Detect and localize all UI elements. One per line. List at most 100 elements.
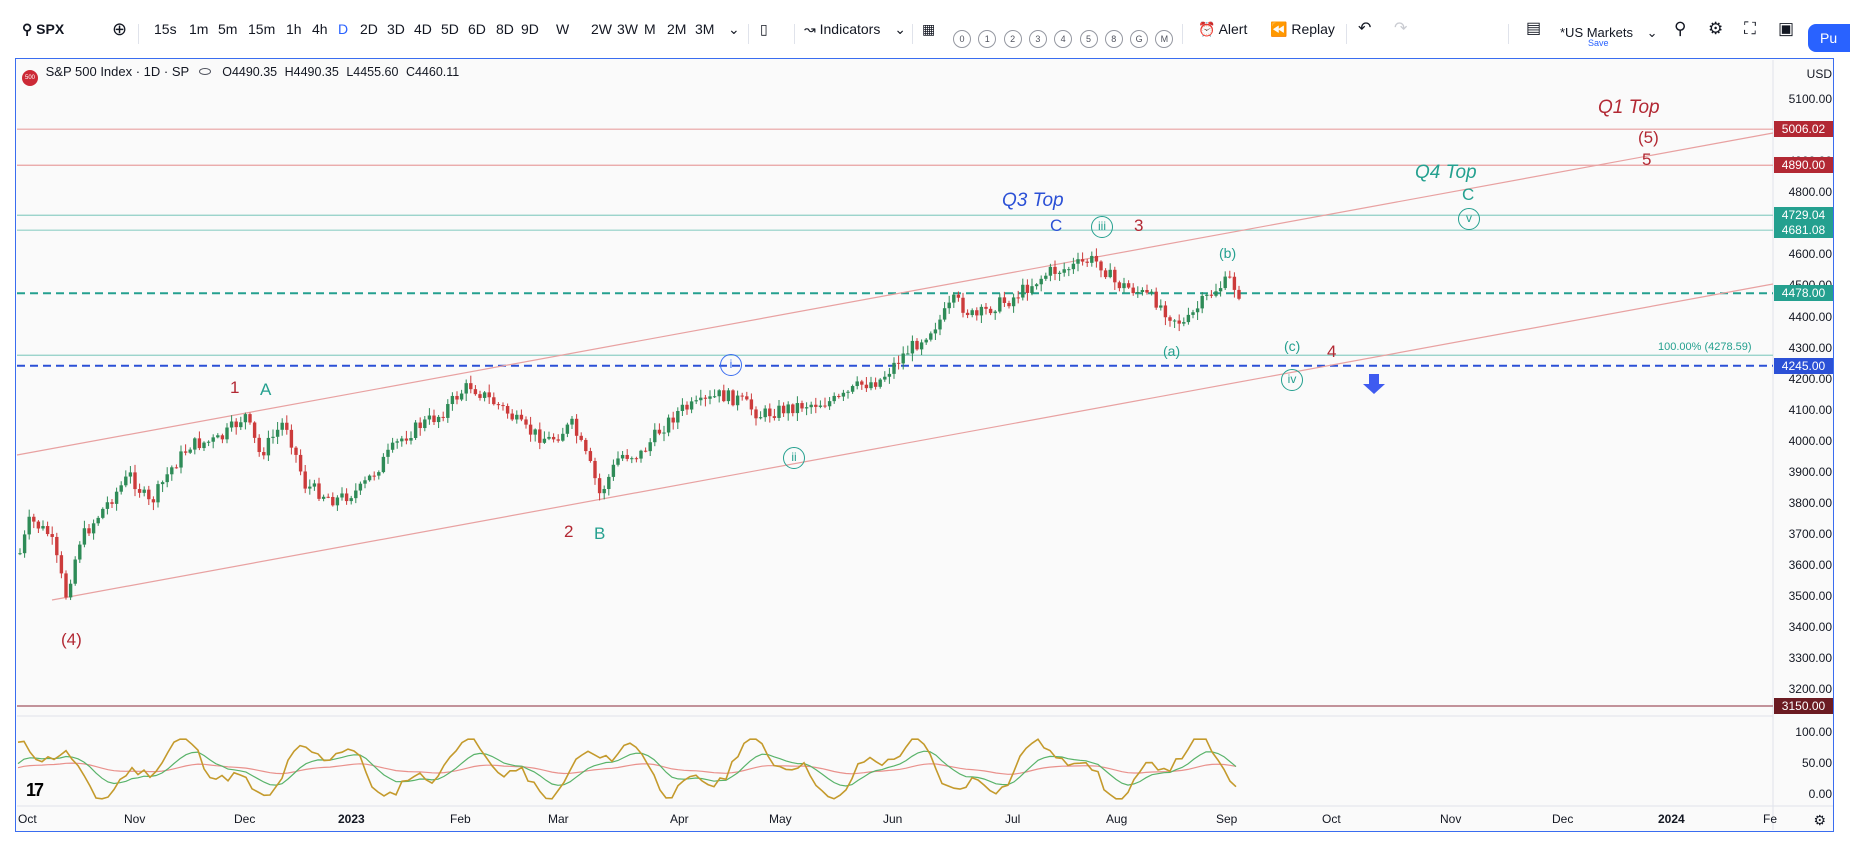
wave-A: A [260, 380, 272, 399]
zoom-search-icon[interactable]: ⚲ [1674, 19, 1687, 38]
fullscreen-icon[interactable]: ⛶ [1744, 19, 1756, 38]
candle-body [1011, 297, 1016, 307]
interval-1m[interactable]: 1m [189, 21, 209, 37]
compare-add-icon[interactable]: ⊕ [112, 19, 128, 39]
candle-body [450, 395, 455, 405]
interval-3w[interactable]: 3W [617, 21, 638, 37]
candle-body [234, 421, 238, 428]
eye-icon[interactable] [198, 68, 211, 75]
candle-body [501, 405, 505, 407]
layout-slot-4[interactable]: 4 [1054, 30, 1073, 48]
interval-3d[interactable]: 3D [387, 21, 405, 37]
candle-body [1016, 297, 1020, 299]
layout-slot-3[interactable]: 3 [1028, 30, 1047, 48]
axis-settings-gear-icon[interactable]: ⚙ [1813, 812, 1826, 828]
interval-w[interactable]: W [556, 21, 570, 37]
candle-body [101, 508, 105, 518]
symbol-search-button[interactable]: ⚲ SPX [22, 21, 65, 37]
currency-label[interactable]: USD [1806, 67, 1832, 81]
candle-body [73, 559, 77, 584]
gear-icon[interactable]: ⚙ [1708, 19, 1724, 38]
wave-iii: iii [1091, 216, 1113, 238]
layout-slot-1[interactable]: 1 [978, 30, 997, 48]
candle-body [298, 454, 303, 472]
time-axis-label: Fe [1763, 812, 1778, 826]
candle-body [846, 391, 850, 393]
indicators-button[interactable]: ↝ Indicators ⌄ [804, 21, 906, 37]
candle-body [321, 496, 326, 499]
market-selector[interactable]: *US Markets ⌄ [1560, 25, 1658, 40]
candle-body [1108, 269, 1112, 278]
interval-2d[interactable]: 2D [360, 21, 378, 37]
chart-type-icon[interactable]: ▯ [760, 21, 768, 37]
chart-frame[interactable] [15, 58, 1834, 832]
candle-body [616, 458, 620, 465]
candle-body [27, 516, 31, 535]
candle-body [170, 467, 174, 475]
oscillator-slow-line [17, 762, 1237, 775]
candle-body [561, 433, 565, 441]
price-axis-label: 3700.00 [1788, 527, 1832, 542]
candle-body [611, 464, 616, 477]
candle-body [869, 382, 873, 389]
candle-body [998, 297, 1002, 312]
layout-grid-icon[interactable]: ▦ [922, 21, 936, 37]
candle-body [372, 475, 376, 477]
candle-body [280, 422, 284, 430]
candle-body [363, 480, 367, 484]
candle-body [680, 404, 685, 411]
interval-d[interactable]: D [338, 21, 349, 37]
layout-slot-g[interactable]: G [1130, 30, 1149, 48]
layout-slot-8[interactable]: 8 [1104, 30, 1123, 48]
candle-body [588, 451, 593, 461]
interval-1h[interactable]: 1h [286, 21, 302, 37]
interval-15m[interactable]: 15m [248, 21, 276, 37]
interval-8d[interactable]: 8D [496, 21, 514, 37]
layout-slot-2[interactable]: 2 [1003, 30, 1022, 48]
interval-4h[interactable]: 4h [312, 21, 328, 37]
candle-body [1200, 295, 1204, 309]
candle-body [1090, 255, 1094, 263]
candle-body [45, 526, 50, 535]
replay-button[interactable]: ⏪ Replay [1270, 21, 1335, 37]
candle-body [731, 390, 735, 406]
channel-lower-line [51, 283, 1774, 601]
layout-slot-m[interactable]: M [1155, 30, 1174, 48]
candle-body [239, 422, 243, 428]
interval-15s[interactable]: 15s [154, 21, 177, 37]
interval-2w[interactable]: 2W [591, 21, 612, 37]
interval-4d[interactable]: 4D [414, 21, 432, 37]
interval-m[interactable]: M [644, 21, 656, 37]
candle-body [1149, 291, 1154, 293]
interval-5d[interactable]: 5D [441, 21, 459, 37]
layout-slot-0[interactable]: 0 [953, 30, 971, 48]
price-axis-label: 4800.00 [1788, 185, 1832, 200]
interval-5m[interactable]: 5m [218, 21, 238, 37]
wave-1: 1 [230, 378, 240, 397]
calendar-table-icon[interactable]: ▤ [1526, 20, 1542, 37]
top-toolbar: ⚲ SPX ⊕ 15s 1m 5m 15m 1h 4h D 2D 3D 4D 5D 6D 8D 9D W 2W… [0, 0, 1850, 56]
candle-body [390, 442, 395, 450]
interval-3m[interactable]: 3M [695, 21, 715, 37]
alert-button[interactable]: ⏰ Alert [1198, 21, 1248, 37]
undo-icon[interactable]: ↶ [1358, 20, 1372, 37]
publish-button[interactable]: Pu [1808, 24, 1850, 52]
interval-2m[interactable]: 2M [667, 21, 687, 37]
redo-icon[interactable]: ↷ [1394, 20, 1408, 37]
candle-body [1159, 305, 1163, 308]
candle-body [745, 396, 749, 400]
layout-slot-5[interactable]: 5 [1079, 30, 1098, 48]
candle-body [1145, 289, 1149, 293]
time-axis-label: Dec [1552, 812, 1574, 826]
candle-body [938, 319, 942, 330]
interval-6d[interactable]: 6D [468, 21, 486, 37]
candle-body [289, 429, 294, 448]
candle-body [777, 405, 781, 418]
save-label[interactable]: Save [1588, 38, 1609, 48]
camera-icon[interactable]: ▣ [1778, 19, 1795, 38]
interval-chevron-icon[interactable]: ⌄ [728, 21, 740, 37]
price-axis-label: 5100.00 [1788, 92, 1832, 106]
candle-body [335, 497, 340, 506]
interval-9d[interactable]: 9D [521, 21, 539, 37]
